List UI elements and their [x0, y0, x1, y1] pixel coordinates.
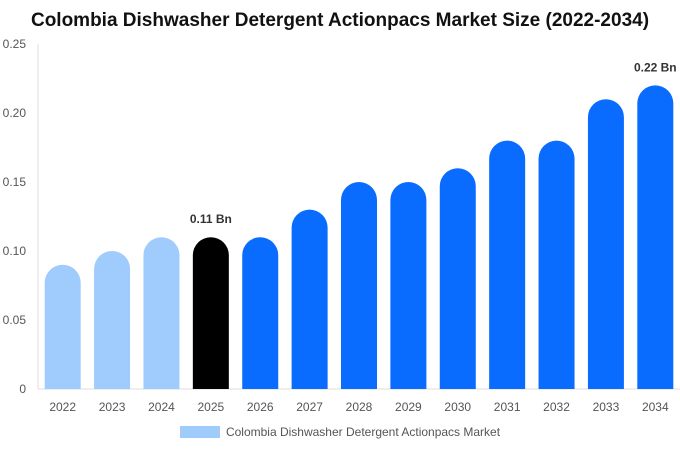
y-tick-label: 0	[19, 382, 26, 396]
y-tick-label: 0.05	[3, 313, 27, 327]
chart-title: Colombia Dishwasher Detergent Actionpacs…	[30, 10, 650, 31]
x-tick-label: 2023	[99, 400, 126, 414]
bar-2028	[341, 182, 377, 389]
bar-2033	[587, 99, 624, 389]
y-tick-label: 0.15	[3, 175, 27, 189]
bar-2023	[94, 251, 131, 389]
bar-2027	[291, 209, 328, 389]
x-tick-label: 2022	[49, 400, 76, 414]
bar-2026	[242, 237, 279, 389]
x-tick-label: 2024	[148, 400, 175, 414]
x-tick-label: 2028	[346, 400, 373, 414]
legend-label: Colombia Dishwasher Detergent Actionpacs…	[225, 425, 501, 439]
x-tick-label: 2032	[543, 400, 570, 414]
data-label: 0.11 Bn	[190, 212, 232, 226]
x-tick-label: 2031	[494, 400, 521, 414]
bar-2031	[489, 140, 526, 389]
bar-2032	[538, 140, 575, 389]
bar-2022	[44, 264, 81, 389]
x-tick-label: 2027	[296, 400, 323, 414]
bar-2024	[143, 237, 180, 389]
data-label: 0.22 Bn	[634, 60, 677, 74]
bar-2030	[439, 168, 476, 389]
x-tick-label: 2030	[444, 400, 471, 414]
x-tick-label: 2026	[247, 400, 274, 414]
x-tick-label: 2025	[197, 400, 224, 414]
bar-2034	[637, 85, 674, 390]
y-tick-label: 0.20	[3, 106, 27, 120]
y-tick-label: 0.10	[3, 244, 27, 258]
y-tick-label: 0.25	[3, 37, 27, 51]
x-tick-label: 2029	[395, 400, 422, 414]
bar-2025	[192, 237, 229, 389]
x-tick-label: 2033	[593, 400, 620, 414]
x-tick-label: 2034	[642, 400, 669, 414]
bar-2029	[390, 182, 427, 389]
legend-swatch	[179, 426, 220, 438]
legend: Colombia Dishwasher Detergent Actionpacs…	[0, 425, 680, 439]
